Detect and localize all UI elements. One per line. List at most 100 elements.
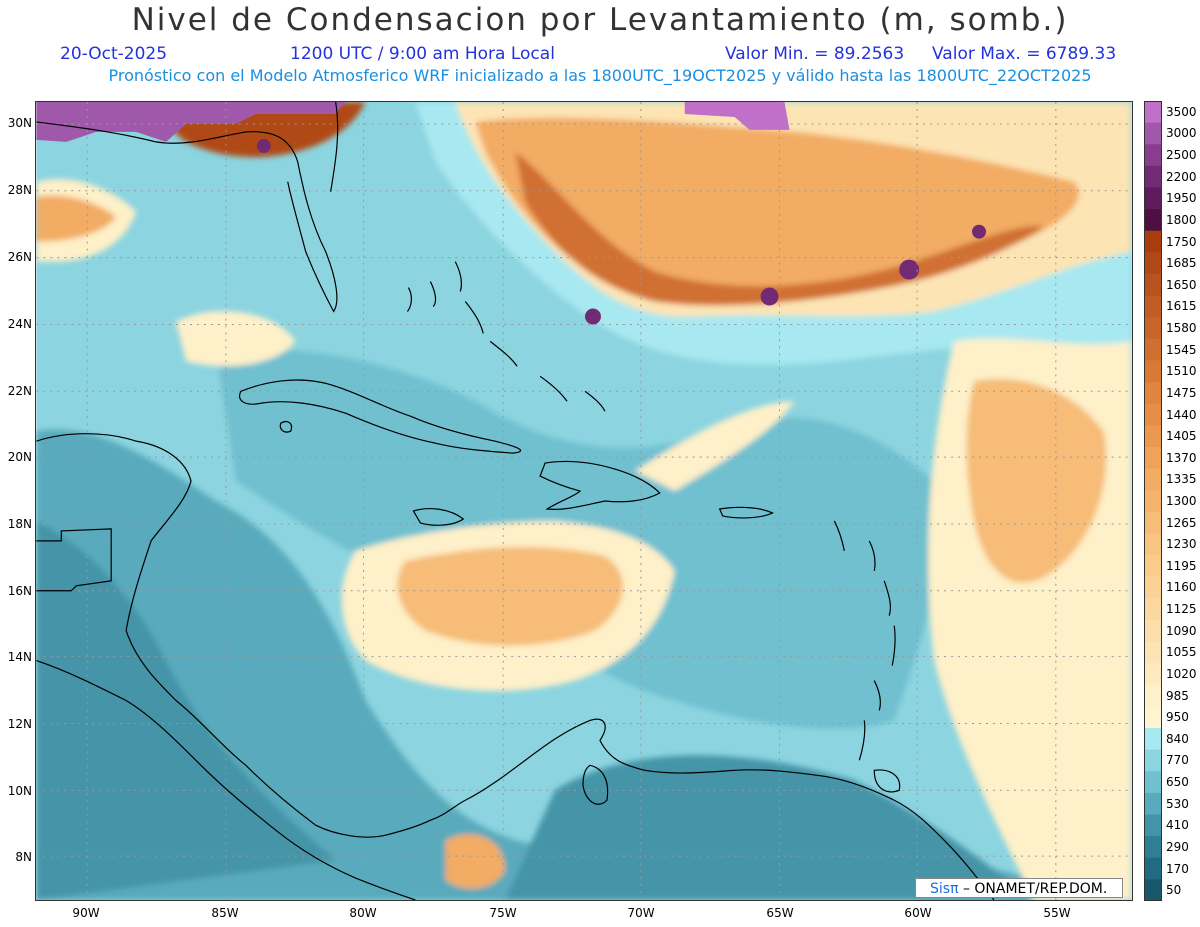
lon-label-90w: 90W [72,906,100,920]
colorbar-swatch [1144,814,1162,837]
colorbar-label: 1750 [1166,234,1197,249]
lat-label-30n: 30N [7,116,32,130]
colorbar-label: 1440 [1166,407,1197,422]
lat-label-22n: 22N [7,384,32,398]
dark-spot-1 [584,308,601,325]
lat-label-8n: 8N [15,850,32,864]
colorbar-swatch [1144,317,1162,340]
colorbar-label: 1300 [1166,494,1197,508]
colorbar-swatch [1144,360,1162,383]
map-title: Nivel de Condensacion por Levantamiento … [131,2,1069,38]
colorbar-label: 1615 [1166,299,1197,314]
colorbar-swatch [1144,684,1162,707]
colorbar-swatch [1144,209,1162,232]
credit-brand: Sisπ [930,881,959,897]
coast-hispaniola [539,460,661,510]
coast-central-america [36,433,466,838]
min-value: Valor Min. = 89.2563 [725,44,905,64]
colorbar-label: 1265 [1166,515,1197,530]
coast-lesser-antilles [833,520,896,761]
colorbar-swatch [1144,857,1162,880]
colorbar-frame [1144,101,1162,901]
colorbar-label: 50 [1166,883,1182,898]
forecast-map [35,101,1133,901]
credit-org: – ONAMET/REP.DOM. [962,881,1108,897]
colorbar-swatch [1144,511,1162,534]
colorbar-label: 1950 [1166,191,1197,206]
colorbar-swatch [1144,468,1162,491]
colorbar-label: 650 [1166,775,1189,790]
coast-cuba [239,379,521,454]
atlantic-plume-core [475,117,1079,298]
gulf-orange [36,195,117,242]
teal-region-deep [36,520,336,900]
colorbar-swatch [1144,425,1162,448]
lat-label-18n: 18N [7,517,32,531]
colorbar-label: 2500 [1166,148,1197,163]
colorbar-label: 1405 [1166,429,1197,444]
colorbar-swatch [1144,273,1162,297]
coast-jamaica [412,508,465,526]
coastlines [36,102,995,900]
lon-label-75w: 75W [489,906,517,920]
coast-bahamas [406,261,606,412]
colorbar-label: 1160 [1166,580,1197,595]
colorbar-swatch [1144,101,1162,124]
map-panel [35,101,1133,901]
colorbar-swatch [1144,555,1162,578]
yellow-streak [634,401,795,492]
colorbar-label: 1475 [1166,385,1197,400]
colorbar-label: 3000 [1166,126,1197,141]
forecast-time: 1200 UTC / 9:00 am Hora Local [290,44,555,64]
colorbar-swatch [1144,771,1162,794]
colombia-orange [445,834,506,889]
credit-box: Sisπ – ONAMET/REP.DOM. [915,878,1123,898]
coast-gulf-florida [36,102,339,313]
colorbar-label: 1545 [1166,342,1197,357]
colorbar-swatch [1144,728,1162,751]
colorbar-swatch [1144,576,1162,599]
colorbar-label: 1510 [1166,364,1197,379]
lon-label-65w: 65W [766,906,794,920]
lon-label-60w: 60W [904,906,932,920]
colorbar-label: 1800 [1166,212,1197,227]
colorbar-swatch [1144,122,1162,145]
colorbar-label: 170 [1166,861,1189,876]
colorbar-label: 290 [1166,839,1189,854]
dark-spot-5 [256,138,271,153]
border-belize-guatemala [36,528,112,592]
colorbar-label: 1055 [1166,645,1197,660]
teal-region-south [36,429,1132,900]
colorbar-label: 770 [1166,753,1189,768]
colorbar-label: 530 [1166,796,1189,811]
colorbar [1144,101,1162,901]
colorbar-swatch [1144,598,1162,621]
colorbar-label: 1370 [1166,450,1197,465]
purple-north-east [684,102,790,130]
colorbar-swatch [1144,144,1162,167]
colorbar-label: 1650 [1166,277,1197,292]
lat-label-10n: 10N [7,784,32,798]
colorbar-label: 1685 [1166,256,1197,271]
colorbar-label: 1125 [1166,602,1197,617]
colorbar-label: 1020 [1166,666,1197,681]
lat-label-20n: 20N [7,450,32,464]
colorbar-swatch [1144,382,1162,405]
colorbar-swatch [1144,749,1162,772]
colorbar-swatch [1144,641,1162,664]
coast-trinidad [873,769,901,793]
colorbar-swatch [1144,706,1162,729]
colorbar-label: 2200 [1166,169,1197,184]
colorbar-label: 950 [1166,710,1189,725]
colorbar-swatch [1144,403,1162,426]
colorbar-label: 1090 [1166,623,1197,638]
colorbar-swatch [1144,490,1162,513]
colorbar-label: 1230 [1166,537,1197,552]
coast-pacific [36,660,416,900]
dark-spot-3 [899,259,920,280]
lon-label-80w: 80W [349,906,377,920]
teal-region-venezuela [505,755,1034,900]
coast-isla-juventud [279,421,293,433]
lat-label-16n: 16N [7,584,32,598]
forecast-description: Pronóstico con el Modelo Atmosferico WRF… [108,66,1092,85]
